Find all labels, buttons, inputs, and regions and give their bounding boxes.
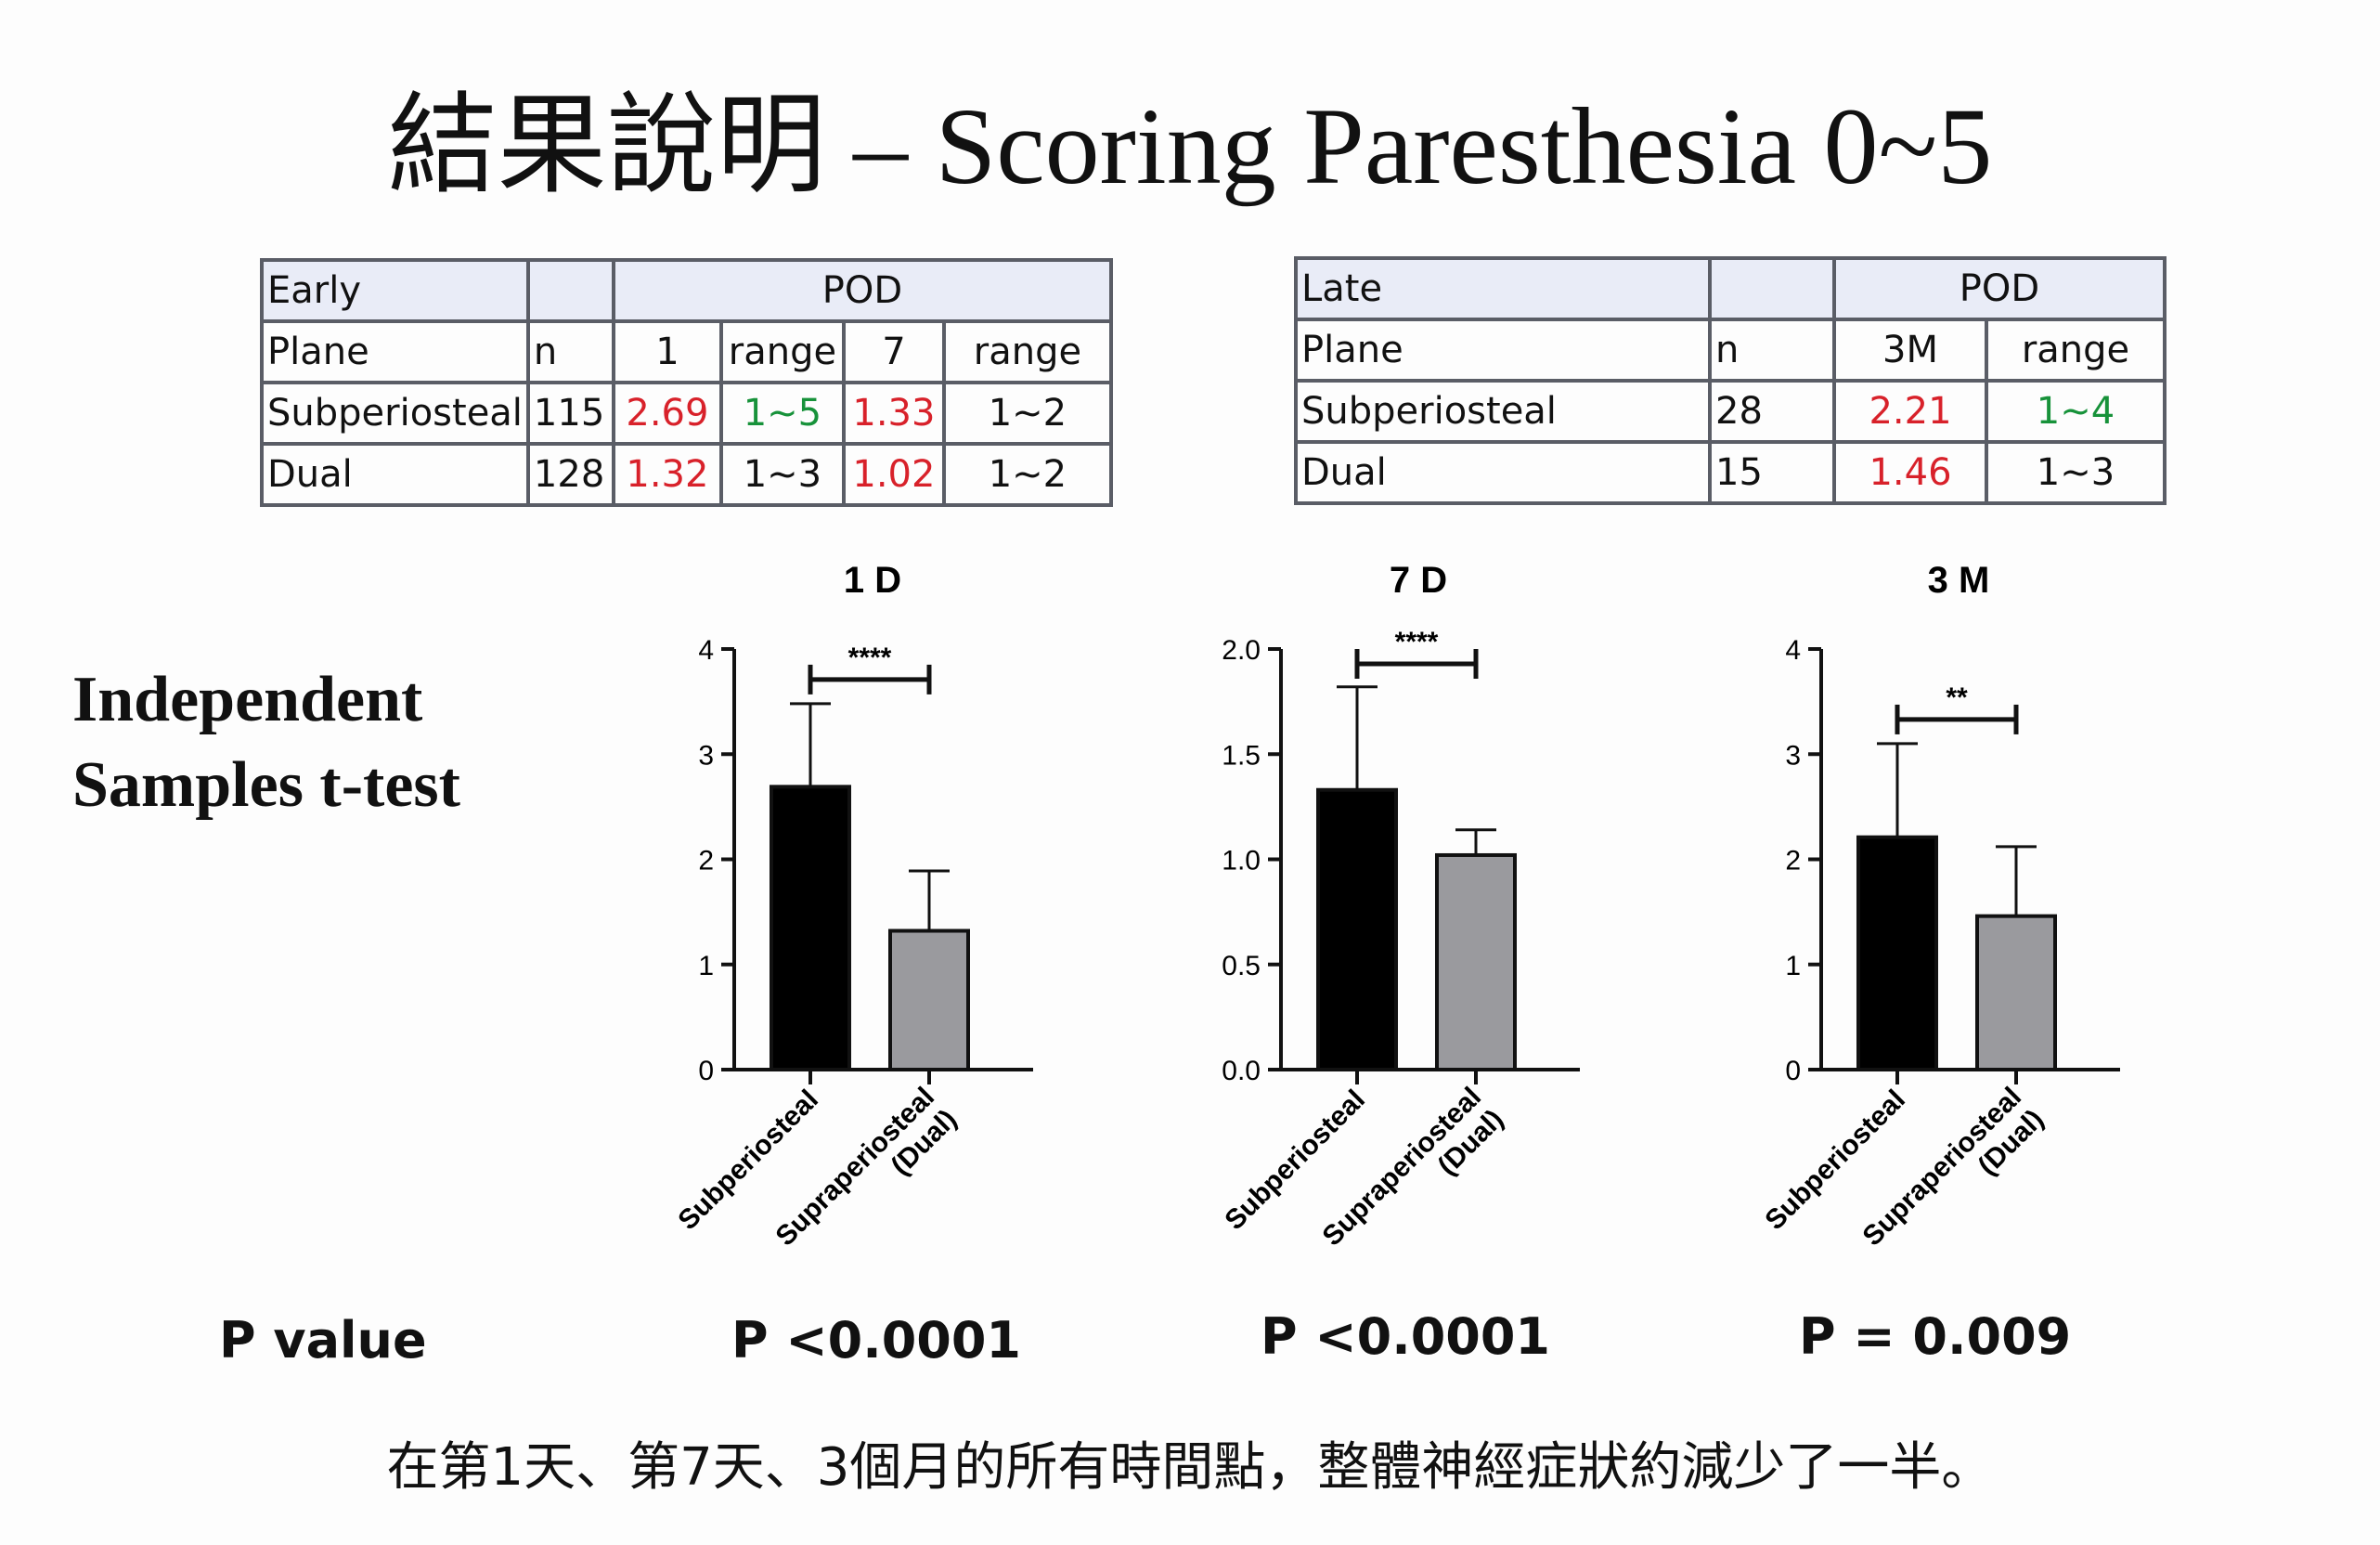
y-tick-label: 0.0 xyxy=(1222,1056,1261,1086)
table-cell: Dual xyxy=(1294,440,1712,505)
table-cell: n xyxy=(525,319,615,384)
table-cell: range xyxy=(941,319,1113,384)
chart-title: 3 M xyxy=(1928,560,1990,601)
y-tick-label: 0 xyxy=(1785,1056,1801,1086)
table-cell: 1.32 xyxy=(611,442,723,507)
table-header-row: Early POD xyxy=(260,258,1113,323)
table-cell xyxy=(525,258,615,323)
table-cell: 7 xyxy=(841,319,946,384)
y-tick-label: 0.5 xyxy=(1222,951,1261,981)
table-cell: 1.33 xyxy=(841,381,946,446)
y-tick-label: 1.0 xyxy=(1222,846,1261,876)
table-row: Dual 128 1.32 1~3 1.02 1~2 xyxy=(260,442,1113,507)
table-cell: n xyxy=(1708,318,1836,383)
table-cell: Plane xyxy=(260,319,530,384)
ttest-label: Independent Samples t-test xyxy=(72,657,460,828)
table-row: Dual 15 1.46 1~3 xyxy=(1294,440,2167,505)
bar xyxy=(1975,914,2057,1072)
table-cell: 1~2 xyxy=(941,442,1113,507)
table-cell: range xyxy=(1985,318,2167,383)
y-tick-label: 2 xyxy=(698,846,714,876)
slide-title: 結果說明 – Scoring Paresthesia 0~5 xyxy=(387,85,1993,207)
conclusion-text: 在第1天、第7天、3個月的所有時間點，整體神經症狀約減少了一半。 xyxy=(386,1437,1994,1498)
significance-label: ** xyxy=(1946,682,1968,713)
table-cell: 1~2 xyxy=(941,381,1113,446)
bar xyxy=(1435,852,1517,1071)
y-tick-label: 3 xyxy=(698,740,714,771)
table-header-row: Late POD xyxy=(1294,256,2167,321)
table-cell: Subperiosteal xyxy=(1294,379,1712,444)
table-cell: 28 xyxy=(1708,379,1836,444)
table-row: Subperiosteal 28 2.21 1~4 xyxy=(1294,379,2167,444)
table-cell: 1.46 xyxy=(1832,440,1988,505)
table-cell: POD xyxy=(1832,256,2167,321)
y-tick-label: 4 xyxy=(698,635,714,666)
table-cell: 1~5 xyxy=(718,381,846,446)
table-cell: 1 xyxy=(611,319,723,384)
bar xyxy=(1856,835,1938,1072)
chart-title: 7 D xyxy=(1390,560,1447,601)
y-tick-label: 2.0 xyxy=(1222,635,1261,666)
significance-label: **** xyxy=(848,643,892,673)
ttest-label-line: Independent xyxy=(72,664,423,735)
table-cell: 1~3 xyxy=(1985,440,2167,505)
p-value-3m: P = 0.009 xyxy=(1799,1307,2072,1366)
y-tick-label: 3 xyxy=(1785,740,1801,771)
table-cell: Plane xyxy=(1294,318,1712,383)
bar xyxy=(1316,787,1398,1071)
table-cell: 2.21 xyxy=(1832,379,1988,444)
table-cell: 115 xyxy=(525,381,615,446)
table-cell: range xyxy=(718,319,846,384)
y-tick-label: 2 xyxy=(1785,846,1801,876)
y-tick-label: 1.5 xyxy=(1222,740,1261,771)
table-cell: 1~3 xyxy=(718,442,846,507)
significance-label: **** xyxy=(1395,627,1439,657)
table-cell: Early xyxy=(260,258,530,323)
y-tick-label: 1 xyxy=(698,951,714,981)
table-cell: 1.02 xyxy=(841,442,946,507)
early-table: Early POD Plane n 1 range 7 range Subper… xyxy=(260,258,1113,507)
p-value-label: P value xyxy=(219,1311,427,1370)
table-row: Plane n 3M range xyxy=(1294,318,2167,383)
table-cell: 1~4 xyxy=(1985,379,2167,444)
bar xyxy=(770,785,851,1071)
ttest-label-line: Samples t-test xyxy=(72,749,460,821)
table-cell xyxy=(1708,256,1836,321)
table-cell: 3M xyxy=(1832,318,1988,383)
table-row: Subperiosteal 115 2.69 1~5 1.33 1~2 xyxy=(260,381,1113,446)
table-cell: 128 xyxy=(525,442,615,507)
late-table: Late POD Plane n 3M range Subperiosteal … xyxy=(1294,256,2167,505)
chart-title: 1 D xyxy=(844,560,901,601)
table-cell: Dual xyxy=(260,442,530,507)
p-value-7d: P <0.0001 xyxy=(1261,1307,1551,1366)
y-tick-label: 1 xyxy=(1785,951,1801,981)
table-cell: Late xyxy=(1294,256,1712,321)
table-cell: 2.69 xyxy=(611,381,723,446)
bar xyxy=(888,928,970,1072)
table-row: Plane n 1 range 7 range xyxy=(260,319,1113,384)
table-cell: POD xyxy=(611,258,1113,323)
p-value-1d: P <0.0001 xyxy=(731,1311,1022,1370)
y-tick-label: 4 xyxy=(1785,635,1801,666)
table-cell: Subperiosteal xyxy=(260,381,530,446)
table-cell: 15 xyxy=(1708,440,1836,505)
y-tick-label: 0 xyxy=(698,1056,714,1086)
